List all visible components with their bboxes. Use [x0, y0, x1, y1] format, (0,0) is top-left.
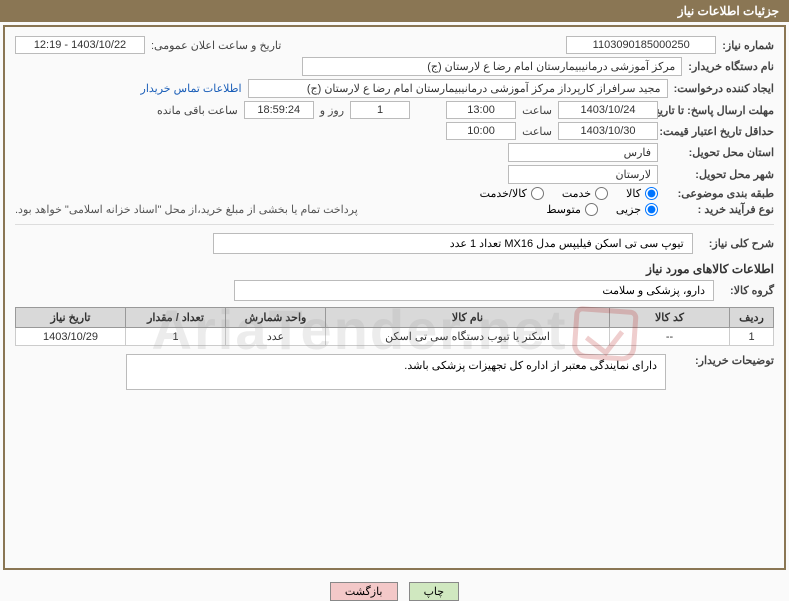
deadline-date: 1403/10/24 [558, 101, 658, 119]
button-row: چاپ بازگشت [0, 582, 789, 601]
validity-date: 1403/10/30 [558, 122, 658, 140]
announce-value: 1403/10/22 - 12:19 [15, 36, 145, 54]
cell-row: 1 [730, 328, 774, 346]
th-name: نام کالا [326, 308, 610, 328]
deadline-label: مهلت ارسال پاسخ: تا تاریخ: [664, 104, 774, 117]
announce-label: تاریخ و ساعت اعلان عمومی: [151, 39, 281, 52]
deadline-time: 13:00 [446, 101, 516, 119]
radio-goods[interactable]: کالا [626, 187, 658, 200]
radio-small[interactable]: جزیی [616, 203, 658, 216]
back-button[interactable]: بازگشت [330, 582, 398, 601]
goods-table: ردیف کد کالا نام کالا واحد شمارش تعداد /… [15, 307, 774, 346]
roz-va: روز و [320, 104, 344, 117]
need-no-label: شماره نیاز: [722, 39, 774, 52]
goods-info-title: اطلاعات کالاهای مورد نیاز [15, 262, 774, 276]
cell-unit: عدد [226, 328, 326, 346]
payment-note: پرداخت تمام یا بخشی از مبلغ خرید،از محل … [15, 203, 358, 216]
radio-medium[interactable]: متوسط [546, 203, 598, 216]
cell-code: -- [610, 328, 730, 346]
cell-name: اسکنر یا تیوب دستگاه سی تی اسکن [326, 328, 610, 346]
province-label: استان محل تحویل: [664, 146, 774, 159]
radio-both[interactable]: کالا/خدمت [480, 187, 544, 200]
buyer-org-value: مرکز آموزشی درمانیبیمارستان امام رضا ع ل… [302, 57, 682, 76]
table-row: 1 -- اسکنر یا تیوب دستگاه سی تی اسکن عدد… [16, 328, 774, 346]
remaining-time: 18:59:24 [244, 101, 314, 119]
need-no-value: 1103090185000250 [566, 36, 716, 54]
form-container: AriaTender.net شماره نیاز: 1103090185000… [3, 25, 786, 570]
validity-time: 10:00 [446, 122, 516, 140]
requester-label: ایجاد کننده درخواست: [674, 82, 774, 95]
print-button[interactable]: چاپ [409, 582, 460, 601]
goods-group-label: گروه کالا: [730, 284, 774, 297]
province-value: فارس [508, 143, 658, 162]
buyer-contact-link[interactable]: اطلاعات تماس خریدار [141, 82, 242, 95]
th-unit: واحد شمارش [226, 308, 326, 328]
th-code: کد کالا [610, 308, 730, 328]
process-radio-group: جزیی متوسط [546, 203, 658, 216]
goods-group-value: دارو، پزشکی و سلامت [234, 280, 714, 301]
table-header-row: ردیف کد کالا نام کالا واحد شمارش تعداد /… [16, 308, 774, 328]
th-qty: تعداد / مقدار [126, 308, 226, 328]
th-row: ردیف [730, 308, 774, 328]
buyer-notes-value: دارای نمایندگی معتبر از اداره کل تجهیزات… [126, 354, 666, 390]
category-label: طبقه بندی موضوعی: [664, 187, 774, 200]
deadline-time-label: ساعت [522, 104, 552, 117]
validity-label: حداقل تاریخ اعتبار قیمت: تا تاریخ: [664, 125, 774, 138]
th-date: تاریخ نیاز [16, 308, 126, 328]
cell-qty: 1 [126, 328, 226, 346]
cell-date: 1403/10/29 [16, 328, 126, 346]
remaining-days: 1 [350, 101, 410, 119]
requester-value: مجید سرافراز کارپرداز مرکز آموزشی درمانی… [248, 79, 668, 98]
radio-service[interactable]: خدمت [562, 187, 608, 200]
desc-label: شرح کلی نیاز: [709, 237, 774, 250]
desc-value: تیوپ سی تی اسکن فیلیپس مدل MX16 تعداد 1 … [213, 233, 693, 254]
category-radio-group: کالا خدمت کالا/خدمت [480, 187, 658, 200]
remaining-text: ساعت باقی مانده [157, 104, 238, 117]
page-header: جزئیات اطلاعات نیاز [0, 0, 789, 22]
process-label: نوع فرآیند خرید : [664, 203, 774, 216]
buyer-org-label: نام دستگاه خریدار: [688, 60, 774, 73]
buyer-notes-label: توضیحات خریدار: [674, 354, 774, 367]
city-value: لارستان [508, 165, 658, 184]
city-label: شهر محل تحویل: [664, 168, 774, 181]
validity-time-label: ساعت [522, 125, 552, 138]
